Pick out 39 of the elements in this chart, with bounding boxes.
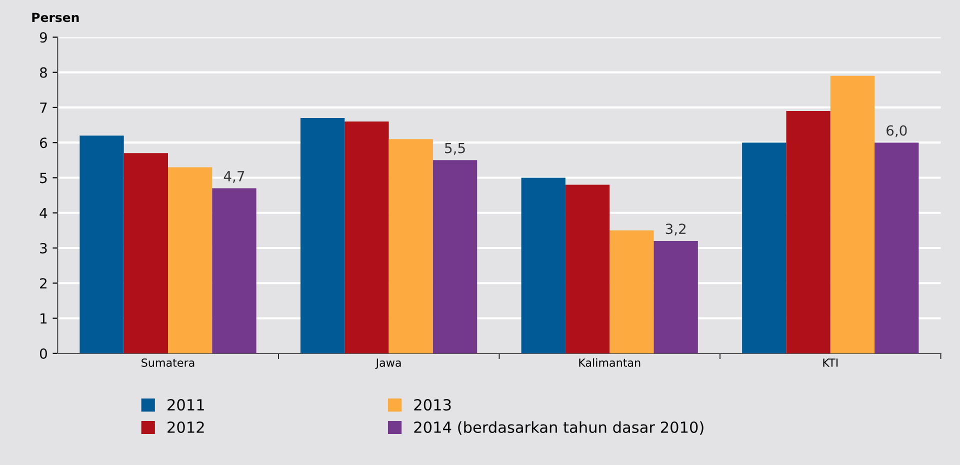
legend-label: 2013 bbox=[414, 399, 451, 411]
legend-label: 2011 bbox=[168, 399, 204, 411]
bar bbox=[786, 110, 830, 354]
x-tick-label: Kalimantan bbox=[579, 358, 640, 367]
y-tick-label: 2 bbox=[40, 278, 46, 288]
y-tick-label: 7 bbox=[40, 102, 47, 113]
data-label: 4,7 bbox=[224, 171, 244, 183]
data-label: 6,0 bbox=[886, 125, 907, 138]
bar bbox=[565, 184, 610, 354]
x-tick-label: Sumatera bbox=[142, 358, 194, 367]
bar bbox=[830, 76, 875, 354]
y-axis-title: Persen bbox=[32, 12, 79, 22]
bar bbox=[432, 160, 478, 354]
bar bbox=[388, 139, 433, 354]
legend-label: 2014 (berdasarkan tahun dasar 2010) bbox=[414, 421, 704, 435]
bar bbox=[300, 118, 345, 354]
x-tick-label: KTI bbox=[823, 358, 838, 367]
bar bbox=[610, 230, 654, 354]
bar bbox=[344, 122, 389, 354]
y-tick-label: 5 bbox=[40, 172, 47, 184]
bar bbox=[212, 188, 256, 354]
y-tick-label: 4 bbox=[40, 208, 48, 218]
bar bbox=[521, 178, 566, 354]
y-tick-label: 8 bbox=[40, 67, 47, 78]
y-tick-label: 3 bbox=[40, 242, 47, 254]
bar bbox=[168, 167, 212, 354]
legend-label: 2012 bbox=[168, 421, 204, 434]
bar bbox=[124, 153, 168, 354]
y-tick-label: 6 bbox=[40, 138, 48, 148]
y-tick-label: 0 bbox=[40, 348, 47, 359]
data-label: 3,2 bbox=[666, 224, 686, 236]
y-tick-label: 1 bbox=[40, 313, 47, 324]
bar bbox=[874, 142, 919, 354]
y-tick-label: 9 bbox=[40, 32, 47, 43]
bar bbox=[654, 240, 698, 354]
x-tick-label: Jawa bbox=[375, 358, 401, 369]
bar bbox=[80, 136, 124, 354]
data-label: 5,5 bbox=[445, 142, 465, 155]
bar bbox=[742, 142, 786, 354]
